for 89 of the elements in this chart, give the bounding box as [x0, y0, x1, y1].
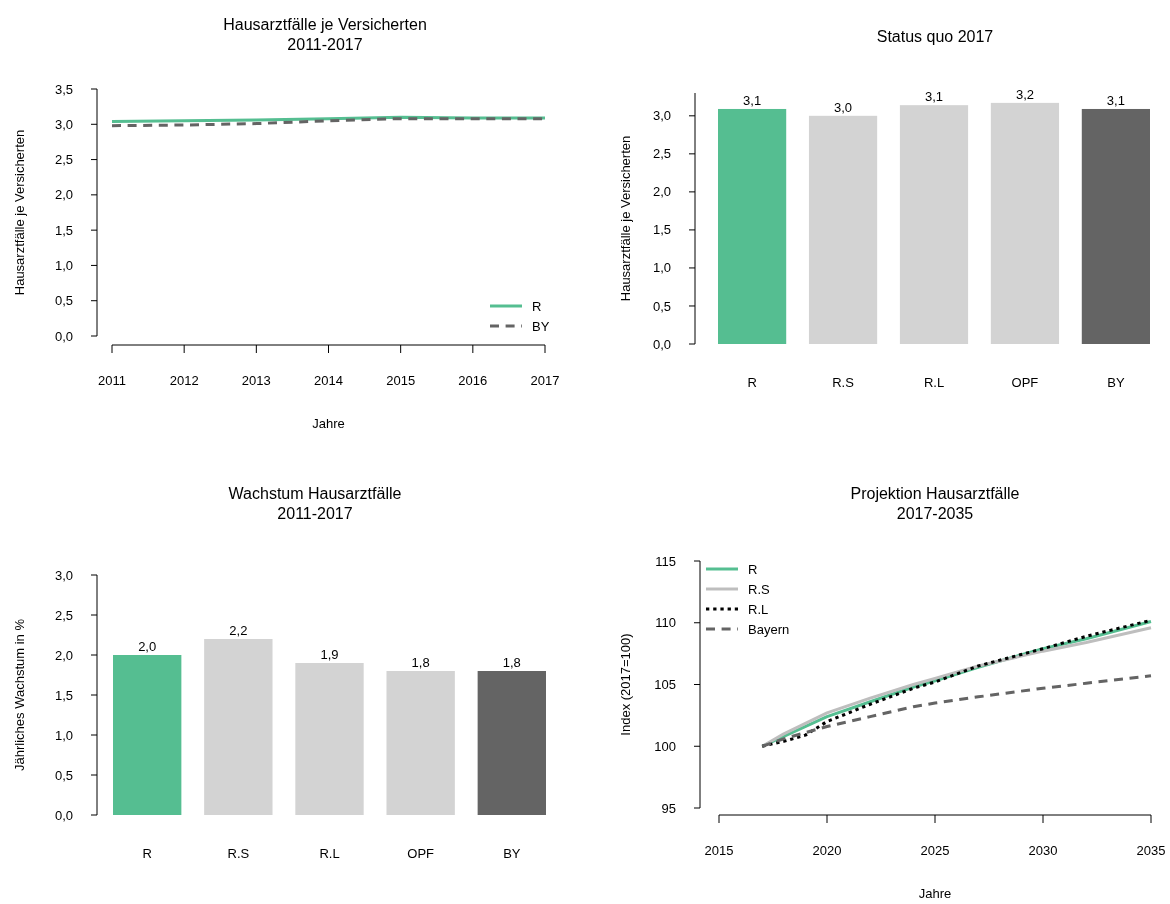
legend-label: R.L	[748, 601, 769, 617]
x-tick-label: R.L	[319, 846, 340, 861]
line-series	[760, 674, 1153, 748]
legend-label: Bayern	[748, 621, 790, 637]
y-tick-label: 3,0	[652, 108, 671, 124]
y-axis-title: Hausarztfälle je Versicherten	[12, 129, 27, 296]
legend-label: R.S	[748, 581, 770, 597]
y-tick-label: 3,5	[54, 81, 73, 97]
y-tick-label: 95	[661, 800, 676, 816]
y-tick-label: 105	[654, 677, 676, 693]
y-tick-label: 100	[654, 738, 676, 754]
bar	[808, 115, 878, 344]
y-axis-title: Index (2017=100)	[618, 633, 633, 736]
y-tick-label: 2,0	[54, 187, 73, 203]
chart-title: Wachstum Hausarztfälle	[228, 485, 402, 502]
x-tick-label: OPF	[1011, 375, 1039, 390]
data-label: 2,0	[138, 639, 157, 654]
x-tick-label: 2013	[241, 373, 271, 388]
data-label: 3,0	[834, 99, 853, 115]
y-tick-label: 1,0	[54, 727, 73, 743]
x-axis-title: Jahre	[918, 886, 952, 901]
x-tick-label: 2015	[704, 843, 734, 858]
x-tick-label: 2020	[812, 843, 842, 858]
x-tick-label: R.L	[923, 375, 945, 390]
x-tick-label: 2030	[1028, 843, 1058, 858]
y-tick-label: 2,0	[54, 647, 73, 663]
x-tick-label: 2016	[458, 373, 488, 388]
bar	[1081, 108, 1150, 344]
y-tick-label: 3,0	[54, 567, 73, 583]
y-tick-label: 0,0	[54, 328, 73, 344]
y-tick-label: 2,5	[652, 146, 671, 162]
y-tick-label: 2,5	[54, 152, 73, 168]
y-tick-label: 1,5	[652, 222, 671, 238]
x-tick-label: 2014	[314, 373, 343, 388]
y-tick-label: 1,0	[54, 257, 73, 273]
x-tick-label: R	[747, 375, 757, 390]
bar	[386, 671, 455, 815]
data-label: 3,1	[924, 89, 944, 105]
y-tick-label: 1,5	[54, 222, 73, 238]
y-tick-label: 0,0	[652, 336, 671, 352]
x-tick-label: R.S	[832, 375, 855, 390]
x-tick-label: 2015	[386, 373, 416, 388]
x-tick-label: 2017	[530, 373, 560, 388]
y-tick-label: 0,5	[54, 767, 73, 783]
bar	[990, 102, 1060, 344]
y-axis-title: Hausarztfälle je Versicherten	[618, 135, 633, 302]
data-label: 3,1	[1106, 92, 1125, 108]
y-tick-label: 0,0	[54, 807, 73, 823]
bar	[899, 105, 969, 344]
chart-title: Hausarztfälle je Versicherten	[223, 16, 427, 33]
y-axis-title: Jährliches Wachstum in %	[12, 618, 27, 771]
bar	[718, 108, 787, 344]
x-tick-label: 2011	[98, 373, 126, 388]
bar	[295, 663, 364, 815]
data-label: 3,1	[743, 92, 762, 108]
x-axis-title: Jahre	[312, 416, 345, 431]
data-label: 2,2	[229, 623, 248, 638]
x-tick-label: OPF	[407, 846, 435, 861]
bar	[113, 655, 182, 815]
y-tick-label: 115	[655, 553, 676, 569]
chart-title: Projektion Hausarztfälle	[850, 485, 1020, 502]
chart-subtitle: 2017-2035	[896, 505, 974, 522]
y-tick-label: 110	[655, 615, 676, 631]
x-tick-label: R	[142, 846, 152, 861]
x-tick-label: BY	[1107, 375, 1125, 390]
y-tick-label: 3,0	[54, 116, 73, 132]
legend-label: R	[532, 298, 542, 314]
y-tick-label: 0,5	[54, 293, 73, 309]
y-tick-label: 1,0	[652, 260, 671, 276]
y-tick-label: 1,5	[54, 687, 73, 703]
legend-label: BY	[532, 318, 550, 334]
x-tick-label: 2025	[920, 843, 950, 858]
y-tick-label: 2,0	[652, 184, 671, 200]
chart-title: Status quo 2017	[876, 28, 994, 45]
bar	[477, 671, 546, 815]
y-tick-label: 2,5	[54, 607, 73, 623]
y-tick-label: 0,5	[652, 298, 671, 314]
x-tick-label: BY	[503, 846, 521, 861]
data-label: 1,8	[411, 655, 430, 670]
x-tick-label: R.S	[227, 846, 250, 861]
data-label: 1,9	[320, 647, 339, 662]
chart-subtitle: 2011-2017	[287, 36, 363, 53]
data-label: 1,8	[502, 655, 521, 670]
x-tick-label: 2012	[169, 373, 199, 388]
chart-subtitle: 2011-2017	[277, 505, 353, 522]
legend-label: R	[748, 561, 758, 577]
bar	[204, 639, 273, 815]
data-label: 3,2	[1015, 86, 1034, 102]
x-tick-label: 2035	[1136, 843, 1166, 858]
